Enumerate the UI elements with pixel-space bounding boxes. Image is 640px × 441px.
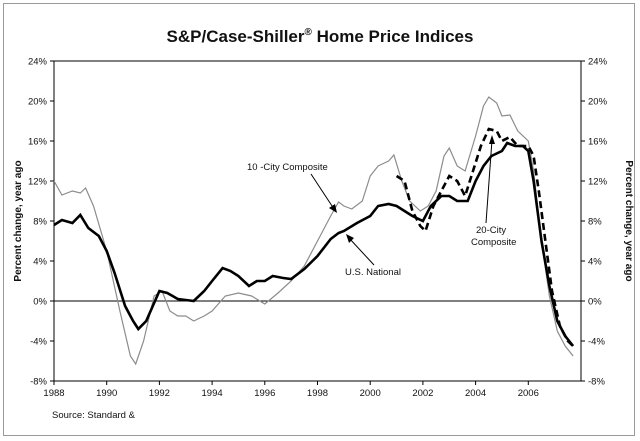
y-tick-left-label-1: 20% [28,97,48,108]
y-axis-right: 24% 20% 16% 12% 8% 4% 0% -4% -8% [581,57,608,388]
arrow-10-city-composite [310,173,335,210]
x-tick-label-7: 2002 [412,388,433,399]
y-tick-right-label-4: 8% [588,217,602,228]
y-tick-right-label-7: -4% [588,337,605,348]
x-tick-label-4: 1996 [254,388,275,399]
y-tick-left-label-4: 8% [33,217,47,228]
x-tick-label-6: 2000 [360,388,381,399]
source-note: Source: Standard & [52,410,136,421]
arrow-us-national [348,237,375,266]
x-tick-label-3: 1994 [202,388,223,399]
y-tick-right-label-6: 0% [588,297,602,308]
chart-title: S&P/Case-Shiller® Home Price Indices [167,27,474,46]
y-tick-left-label-3: 12% [28,177,48,188]
y-tick-left-label-6: 0% [33,297,47,308]
x-axis: 1988 1990 1992 1994 1996 1998 2000 2002 2004 2006 [43,381,539,399]
y-tick-left-label-8: -8% [30,377,47,388]
x-tick-label-8: 2004 [465,388,486,399]
y-tick-right-label-3: 12% [588,177,608,188]
x-tick-label-0: 1988 [43,388,64,399]
x-tick-label-9: 2006 [518,388,539,399]
x-tick-label-5: 1998 [307,388,328,399]
label-20-city-composite-line1: 20-City [476,225,506,236]
y-tick-right-label-1: 20% [588,97,608,108]
y-tick-left-label-5: 4% [33,257,47,268]
label-20-city-composite-line2: Composite [471,237,516,248]
chart-svg: S&P/Case-Shiller® Home Price Indices 24%… [13,27,634,421]
y-axis-left: 24% 20% 16% 12% 8% 4% 0% -4% -8% [28,57,54,388]
y-tick-left-label-7: -4% [30,337,47,348]
y-tick-left-label-0: 24% [28,57,48,68]
y-tick-right-label-0: 24% [588,57,608,68]
series-line-10-city-composite [53,96,574,366]
x-tick-label-1: 1990 [96,388,117,399]
series-line-us-national [53,141,575,347]
label-us-national: U.S. National [345,267,401,278]
label-10-city-composite: 10 -City Composite [247,162,328,173]
plot-area [53,60,582,382]
y-tick-right-label-8: -8% [588,377,605,388]
y-tick-right-label-5: 4% [588,257,602,268]
y-tick-right-label-2: 16% [588,137,608,148]
series-line-20-city-composite [395,127,574,347]
chart-frame: S&P/Case-Shiller® Home Price Indices 24%… [3,3,635,436]
y-axis-label-left: Percent change, year ago [13,160,24,281]
x-tick-label-2: 1992 [149,388,170,399]
arrowhead-20-city-composite [489,135,495,144]
y-axis-label-right: Percent change, year ago [623,160,634,281]
y-tick-left-label-2: 16% [28,137,48,148]
arrowhead-10-city-composite [329,204,337,213]
arrowhead-us-national [346,234,354,243]
arrow-20-city-composite [485,139,493,224]
